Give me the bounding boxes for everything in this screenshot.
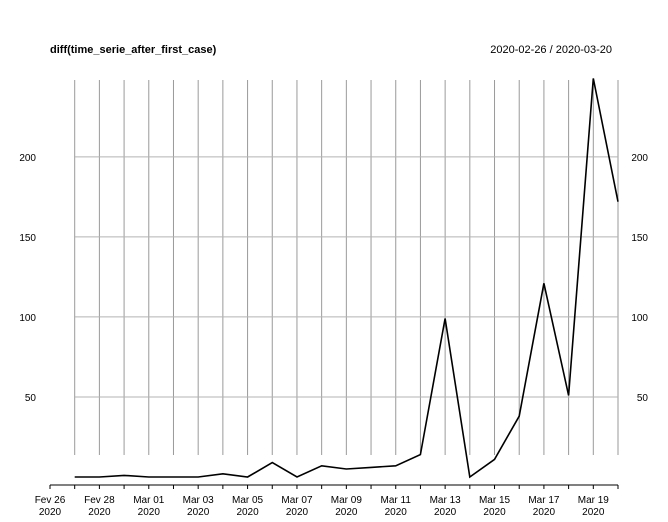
- y-tick-label-right: 200: [631, 153, 648, 164]
- x-tick-label: Mar 11: [381, 495, 412, 506]
- x-tick-label-year: 2020: [582, 507, 605, 518]
- x-tick-label-year: 2020: [483, 507, 506, 518]
- y-tick-label-right: 150: [631, 233, 648, 244]
- x-tick-label: Mar 03: [183, 495, 215, 506]
- y-tick-label: 150: [19, 233, 36, 244]
- x-tick-label-year: 2020: [434, 507, 457, 518]
- y-tick-label: 50: [25, 393, 37, 404]
- x-tick-label: Mar 19: [578, 495, 610, 506]
- x-tick-label-year: 2020: [335, 507, 358, 518]
- x-tick-label-year: 2020: [385, 507, 408, 518]
- x-tick-label: Mar 01: [133, 495, 165, 506]
- grid-lines: [74, 80, 619, 455]
- x-tick-label-year: 2020: [286, 507, 309, 518]
- y-tick-label: 200: [19, 153, 36, 164]
- chart-title: diff(time_serie_after_first_case): [50, 44, 217, 56]
- x-tick-label: Mar 15: [479, 495, 511, 506]
- y-tick-label-right: 50: [637, 393, 649, 404]
- x-tick-label: Mar 17: [528, 495, 560, 506]
- x-tick-label: Fev 26: [35, 495, 66, 506]
- x-tick-label: Mar 13: [430, 495, 462, 506]
- series-line: [74, 78, 619, 479]
- axis-ticks: [49, 485, 619, 489]
- x-tick-label-year: 2020: [138, 507, 161, 518]
- x-tick-label-year: 2020: [236, 507, 259, 518]
- y-tick-label: 100: [19, 313, 36, 324]
- x-tick-label: Mar 05: [232, 495, 264, 506]
- x-tick-label-year: 2020: [533, 507, 556, 518]
- x-tick-label-year: 2020: [88, 507, 111, 518]
- x-tick-label: Mar 09: [331, 495, 363, 506]
- x-tick-label: Fev 28: [84, 495, 115, 506]
- x-tick-label-year: 2020: [39, 507, 62, 518]
- x-tick-label: Mar 07: [281, 495, 313, 506]
- y-tick-label-right: 100: [631, 313, 648, 324]
- date-range-label: 2020-02-26 / 2020-03-20: [490, 44, 612, 56]
- x-tick-label-year: 2020: [187, 507, 210, 518]
